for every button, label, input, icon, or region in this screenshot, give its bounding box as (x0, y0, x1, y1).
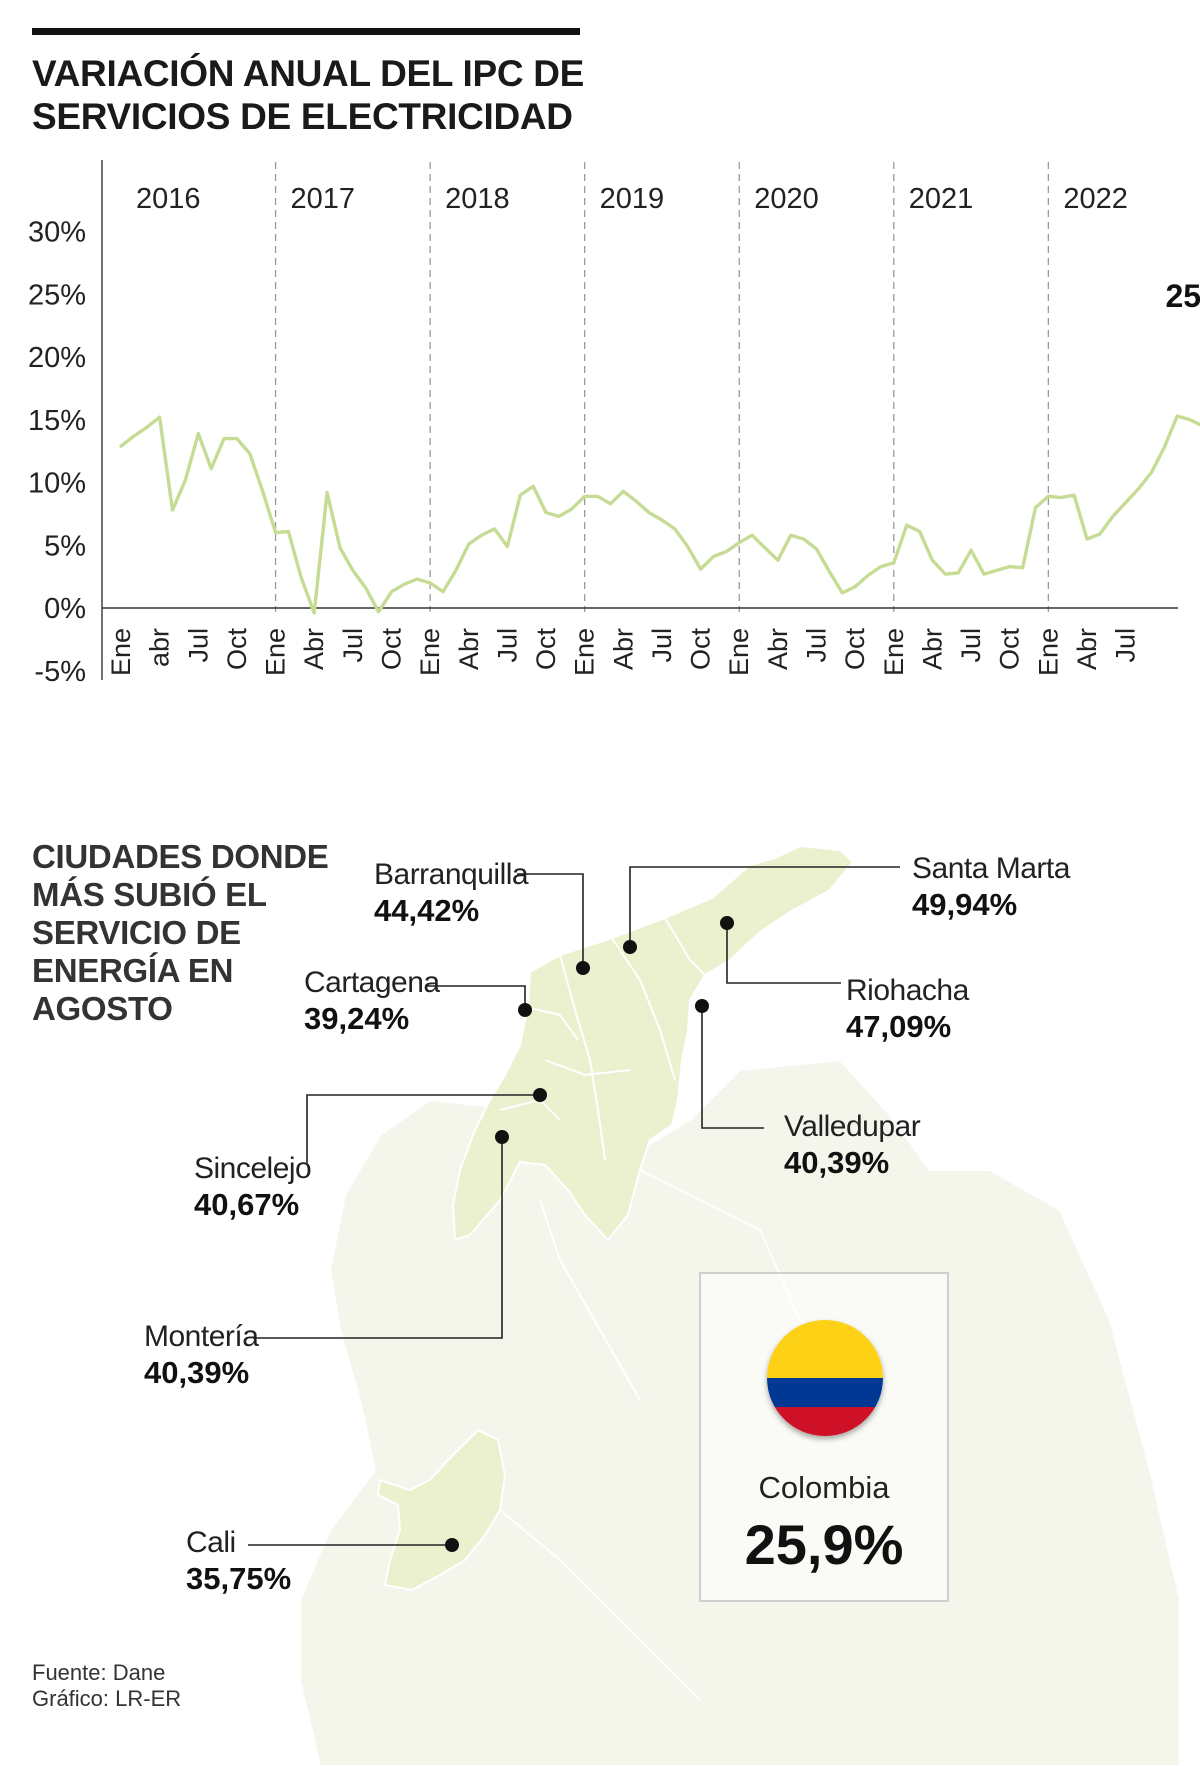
city-value: 47,09% (846, 1008, 952, 1044)
city-monteria: Montería 40,39% (144, 1320, 259, 1390)
month-tick-label: abr (145, 628, 175, 667)
year-label: 2019 (600, 183, 665, 215)
month-tick-label: Ene (106, 628, 136, 676)
city-name: Sincelejo (194, 1152, 312, 1185)
year-label: 2018 (445, 183, 510, 215)
cali-region (376, 1428, 507, 1592)
month-tick-label: Abr (763, 628, 793, 670)
month-tick-label: Oct (222, 628, 252, 671)
year-label: 2022 (1063, 183, 1128, 215)
source-line: Fuente: Dane (32, 1660, 166, 1685)
month-tick-label: Ene (1033, 628, 1063, 676)
city-name: Santa Marta (912, 852, 1070, 885)
city-name: Cartagena (304, 966, 440, 999)
month-tick-label: Oct (376, 628, 406, 671)
city-value: 49,94% (912, 886, 1018, 922)
title-rule (32, 28, 580, 35)
chart-title: VARIACIÓN ANUAL DEL IPC DE SERVICIOS DE … (32, 53, 585, 137)
end-value-label: 25,9% (1165, 278, 1200, 314)
month-tick-label: Ene (570, 628, 600, 676)
national-box: Colombia 25,9% (699, 1272, 949, 1602)
national-value: 25,9% (744, 1513, 904, 1576)
city-valledupar: Valledupar 40,39% (784, 1110, 921, 1180)
month-tick-label: Abr (454, 628, 484, 670)
y-tick-label: 5% (44, 530, 86, 562)
y-tick-label: -5% (34, 656, 86, 688)
city-name: Riohacha (846, 974, 969, 1007)
city-value: 40,39% (784, 1144, 890, 1180)
month-tick-label: Oct (531, 628, 561, 671)
city-name: Valledupar (784, 1110, 921, 1143)
series-line (119, 414, 1200, 615)
city-value: 35,75% (186, 1560, 292, 1596)
month-tick-label: Jul (647, 628, 677, 663)
y-tick-label: 30% (28, 217, 86, 249)
month-tick-label: Ene (724, 628, 754, 676)
year-label: 2021 (909, 183, 974, 215)
month-tick-label: Ene (261, 628, 291, 676)
city-value: 39,24% (304, 1000, 410, 1036)
month-tick-label: Oct (840, 628, 870, 671)
month-tick-label: Abr (608, 628, 638, 670)
y-tick-label: 15% (28, 405, 86, 437)
month-tick-label: Ene (415, 628, 445, 676)
month-tick-label: Jul (492, 628, 522, 663)
city-sincelejo: Sincelejo 40,67% (194, 1152, 312, 1222)
y-tick-label: 0% (44, 593, 86, 625)
month-tick-label: Ene (879, 628, 909, 676)
month-tick-label: Oct (995, 628, 1025, 671)
city-barranquilla: Barranquilla 44,42% (374, 858, 529, 928)
city-value: 44,42% (374, 892, 480, 928)
month-tick-label: Jul (338, 628, 368, 663)
y-tick-label: 10% (28, 468, 86, 500)
city-name: Cali (186, 1526, 236, 1559)
y-tick-label: 20% (28, 342, 86, 374)
source-credits: Fuente: Dane Gráfico: LR-ER (32, 1660, 181, 1712)
month-tick-label: Oct (686, 628, 716, 671)
city-name: Montería (144, 1320, 259, 1353)
city-dots (445, 916, 734, 1552)
city-riohacha: Riohacha 47,09% (846, 974, 969, 1044)
caribbean-region (451, 844, 855, 1242)
national-name: Colombia (758, 1470, 890, 1505)
credit-line: Gráfico: LR-ER (32, 1686, 182, 1711)
city-santa-marta: Santa Marta 49,94% (912, 852, 1070, 922)
y-tick-label: 25% (28, 279, 86, 311)
month-tick-label: Jul (183, 628, 213, 663)
city-value: 40,67% (194, 1186, 300, 1222)
city-name: Barranquilla (374, 858, 529, 891)
month-tick-label: Jul (1111, 628, 1141, 663)
city-cali: Cali 35,75% (186, 1526, 291, 1596)
month-tick-label: Abr (299, 628, 329, 670)
month-tick-label: Abr (917, 628, 947, 670)
city-value: 40,39% (144, 1354, 250, 1390)
month-tick-label: Jul (802, 628, 832, 663)
ipc-line-chart: 2016 2017 2018 2019 2020 2021 2022 30% 25% 20% 15%… (28, 160, 1200, 688)
colombia-flag-icon (767, 1320, 883, 1436)
cities-heading: CIUDADES DONDE MÁS SUBIÓ EL SERVICIO DE … (32, 838, 329, 1027)
year-label: 2016 (136, 183, 201, 215)
month-tick-label: Abr (1072, 628, 1102, 670)
leader-lines (248, 866, 900, 1546)
year-label: 2020 (754, 183, 819, 215)
city-cartagena: Cartagena 39,24% (304, 966, 440, 1036)
month-tick-label: Jul (956, 628, 986, 663)
department-borders (499, 917, 881, 1701)
year-label: 2017 (291, 183, 356, 215)
